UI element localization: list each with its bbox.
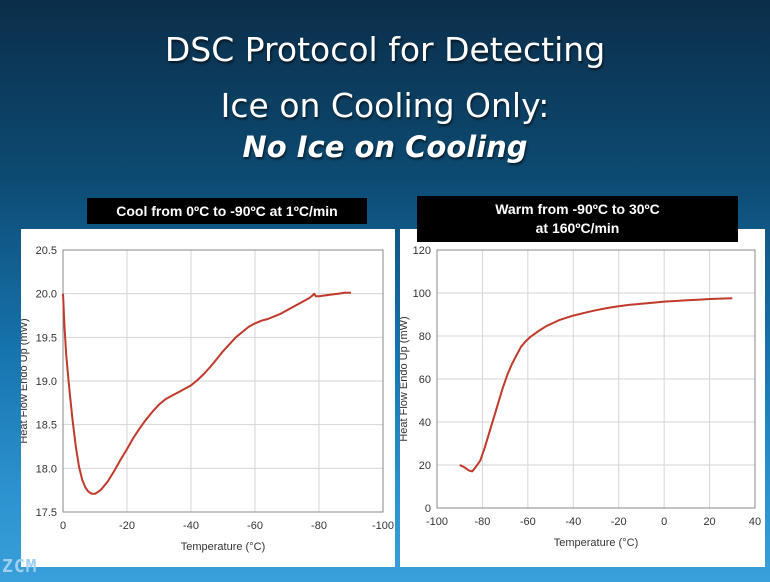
x-tick-label: 40 [749,516,761,528]
series-line [62,291,351,495]
y-tick-label: 40 [419,417,431,429]
x-tick-label: 20 [703,516,715,528]
left-chart-panel: 17.5 18.0 18.5 19.0 19.5 20.0 20.5 0 -20 -40 -60 -8… [21,229,395,567]
y-tick-label: 60 [419,374,431,386]
warming-chart: 0 20 40 60 80 100 120 -100 -80 -60 -40 -20 0 20 40 Temp… [400,245,761,549]
x-axis-label: Temperature (°C) [181,541,265,553]
x-axis-label: Temperature (°C) [554,537,638,549]
warming-protocol-label-line1: Warm from -90ºC to 30ºC [495,201,660,217]
company-logo: ZCM [2,556,38,577]
plot-frame [62,249,384,513]
warming-protocol-label: Warm from -90ºC to 30ºC at 160ºC/min [417,196,738,242]
y-tick-label: 0 [425,503,431,515]
series-line [459,297,733,473]
x-tick-label: -20 [119,520,135,532]
y-tick-label: 19.0 [36,376,57,388]
y-tick-label: 20.5 [36,245,57,257]
y-tick-label: 17.5 [36,507,57,519]
y-axis-label: Heat Flow Endo Up (mW) [21,318,30,443]
y-tick-label: 19.5 [36,332,57,344]
y-tick-label: 18.0 [36,463,57,475]
x-tick-label: -80 [311,520,327,532]
x-tick-label: -100 [426,516,448,528]
y-tick-label: 120 [413,245,431,257]
y-tick-label: 18.5 [36,420,57,432]
x-tick-label: -40 [183,520,199,532]
slide-subtitle: No Ice on Cooling [242,130,528,164]
x-tick-label: -40 [565,516,581,528]
warming-protocol-label-line2: at 160ºC/min [535,220,620,236]
plot-frame [436,249,756,509]
y-tick-label: 100 [413,288,431,300]
x-tick-label: 0 [60,520,66,532]
slide-title-line1: DSC Protocol for Detecting [164,30,606,69]
x-tick-label: -20 [611,516,627,528]
x-tick-label: 0 [661,516,667,528]
x-tick-label: -60 [247,520,263,532]
y-axis-label: Heat Flow Endo Up (mW) [400,316,410,441]
right-chart-panel: 0 20 40 60 80 100 120 -100 -80 -60 -40 -20 0 20 40 Temp… [400,229,765,567]
x-tick-label: -100 [372,520,394,532]
x-tick-label: -60 [520,516,536,528]
y-tick-label: 20 [419,460,431,472]
y-tick-label: 20.0 [36,289,57,301]
x-tick-label: -80 [474,516,490,528]
cooling-chart: 17.5 18.0 18.5 19.0 19.5 20.0 20.5 0 -20 -40 -60 -8… [21,245,394,553]
cooling-protocol-label: Cool from 0ºC to -90ºC at 1ºC/min [87,198,367,224]
y-tick-label: 80 [419,331,431,343]
slide-title-line2: Ice on Cooling Only: [220,86,550,125]
